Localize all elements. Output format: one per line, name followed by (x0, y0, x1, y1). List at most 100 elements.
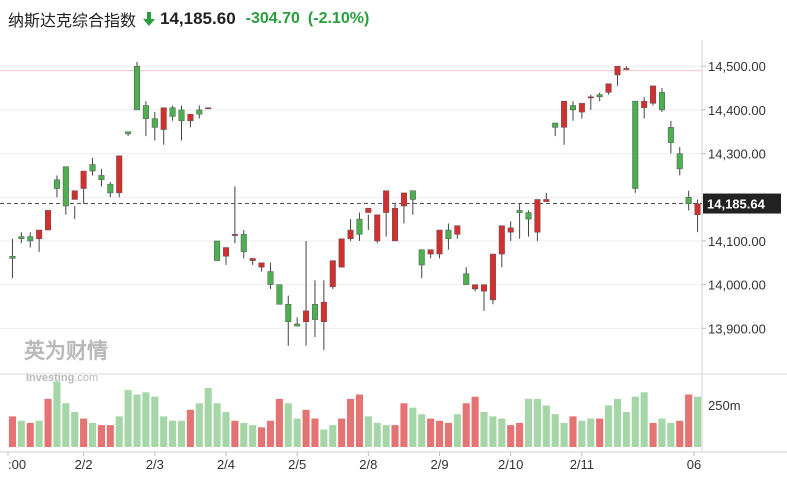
candle-body (178, 109, 185, 122)
candle (134, 61, 141, 111)
candle-body (498, 225, 505, 255)
volume-bar (498, 418, 506, 447)
volume-bar (631, 396, 639, 447)
candle-body (231, 234, 238, 236)
price-candles (9, 61, 701, 351)
volume-bar (391, 425, 399, 447)
candle (685, 190, 692, 211)
candle (525, 210, 532, 237)
volume-bar (516, 422, 524, 447)
volume-bar (115, 416, 123, 447)
candle (329, 260, 336, 289)
candle-body (561, 100, 568, 128)
candle-body (374, 214, 381, 242)
candle-body (676, 153, 683, 170)
candle-body (303, 310, 310, 323)
candle (98, 168, 105, 187)
y-tick-label: 14,100.00 (708, 234, 766, 249)
volume-bar (258, 427, 266, 447)
volume-bar (533, 398, 541, 447)
candle (596, 92, 603, 102)
candle (231, 186, 238, 244)
candle-body (365, 207, 372, 213)
volume-bar (106, 425, 114, 447)
volume-tick-label: 250m (708, 398, 741, 413)
candle-body (507, 227, 514, 233)
candle (169, 105, 176, 121)
candle-body (249, 258, 256, 261)
volume-bar (17, 420, 25, 447)
candle-body (445, 229, 452, 240)
x-tick-label: 06 (687, 457, 701, 472)
candle-body (356, 218, 363, 235)
candle-body (338, 238, 345, 268)
candle (80, 170, 87, 204)
candle (356, 212, 363, 241)
index-name: 纳斯达克综合指数 (8, 13, 137, 30)
candle (427, 249, 434, 259)
volume-bar (320, 429, 328, 447)
last-price-label: 14,185.64 (707, 197, 766, 212)
volume-bar (346, 398, 355, 447)
volume-bar (240, 422, 248, 447)
candle (472, 284, 479, 292)
candle-body (160, 107, 167, 130)
volume-bar (338, 418, 346, 447)
candle-body (587, 96, 594, 99)
candle (605, 83, 612, 95)
x-tick-label: 2/2 (75, 457, 93, 472)
volume-bar (667, 422, 675, 447)
candle (481, 284, 488, 311)
candle-body (623, 68, 630, 70)
candle-body (383, 190, 390, 213)
candle (62, 166, 69, 215)
candle-body (641, 100, 648, 108)
candle (9, 238, 16, 279)
last-price-marker: 14,185.64 (703, 193, 781, 214)
candle (311, 280, 318, 338)
candle (116, 155, 123, 198)
volume-bar (195, 403, 203, 447)
candle (374, 214, 381, 244)
candle (160, 107, 167, 145)
x-tick-label: 2/10 (498, 457, 523, 472)
candle (418, 249, 425, 279)
x-tick-label: 2/3 (146, 457, 164, 472)
candle (142, 101, 149, 137)
candle (205, 107, 212, 110)
candle (89, 157, 96, 176)
candle (463, 267, 470, 285)
candle-body (347, 229, 354, 240)
volume-bar (142, 392, 150, 447)
candle-body (516, 210, 523, 213)
candle (18, 232, 25, 244)
candle-body (169, 107, 176, 117)
candle (53, 175, 60, 198)
candle-body (214, 240, 221, 261)
volume-bar (204, 387, 212, 447)
volume-bar (8, 416, 17, 447)
y-tick-label: 13,900.00 (708, 321, 766, 336)
candle (178, 105, 185, 141)
candle (107, 181, 114, 198)
volume-bar (71, 412, 79, 447)
candle (623, 66, 630, 70)
candle (445, 223, 452, 250)
candle-body (569, 105, 576, 111)
volume-bar (444, 422, 452, 447)
y-tick-label: 14,500.00 (708, 59, 766, 74)
candle (125, 131, 132, 137)
time-axis: :00 2/2 2/3 2/4 2/5 2/8 2/9 2/10 2/11 06 (7, 452, 701, 472)
candle-body (472, 284, 479, 290)
volume-bar (587, 418, 595, 447)
current-price: 14,185.60 (160, 9, 236, 28)
candle-body (534, 199, 541, 233)
candle-body (294, 323, 301, 327)
x-tick-label: :00 (8, 457, 26, 472)
candle-body (62, 166, 69, 207)
candle-body (45, 210, 52, 231)
candle-body (36, 229, 43, 240)
volume-bar (249, 425, 257, 447)
candle-body (107, 183, 114, 194)
candle-body (276, 284, 283, 305)
